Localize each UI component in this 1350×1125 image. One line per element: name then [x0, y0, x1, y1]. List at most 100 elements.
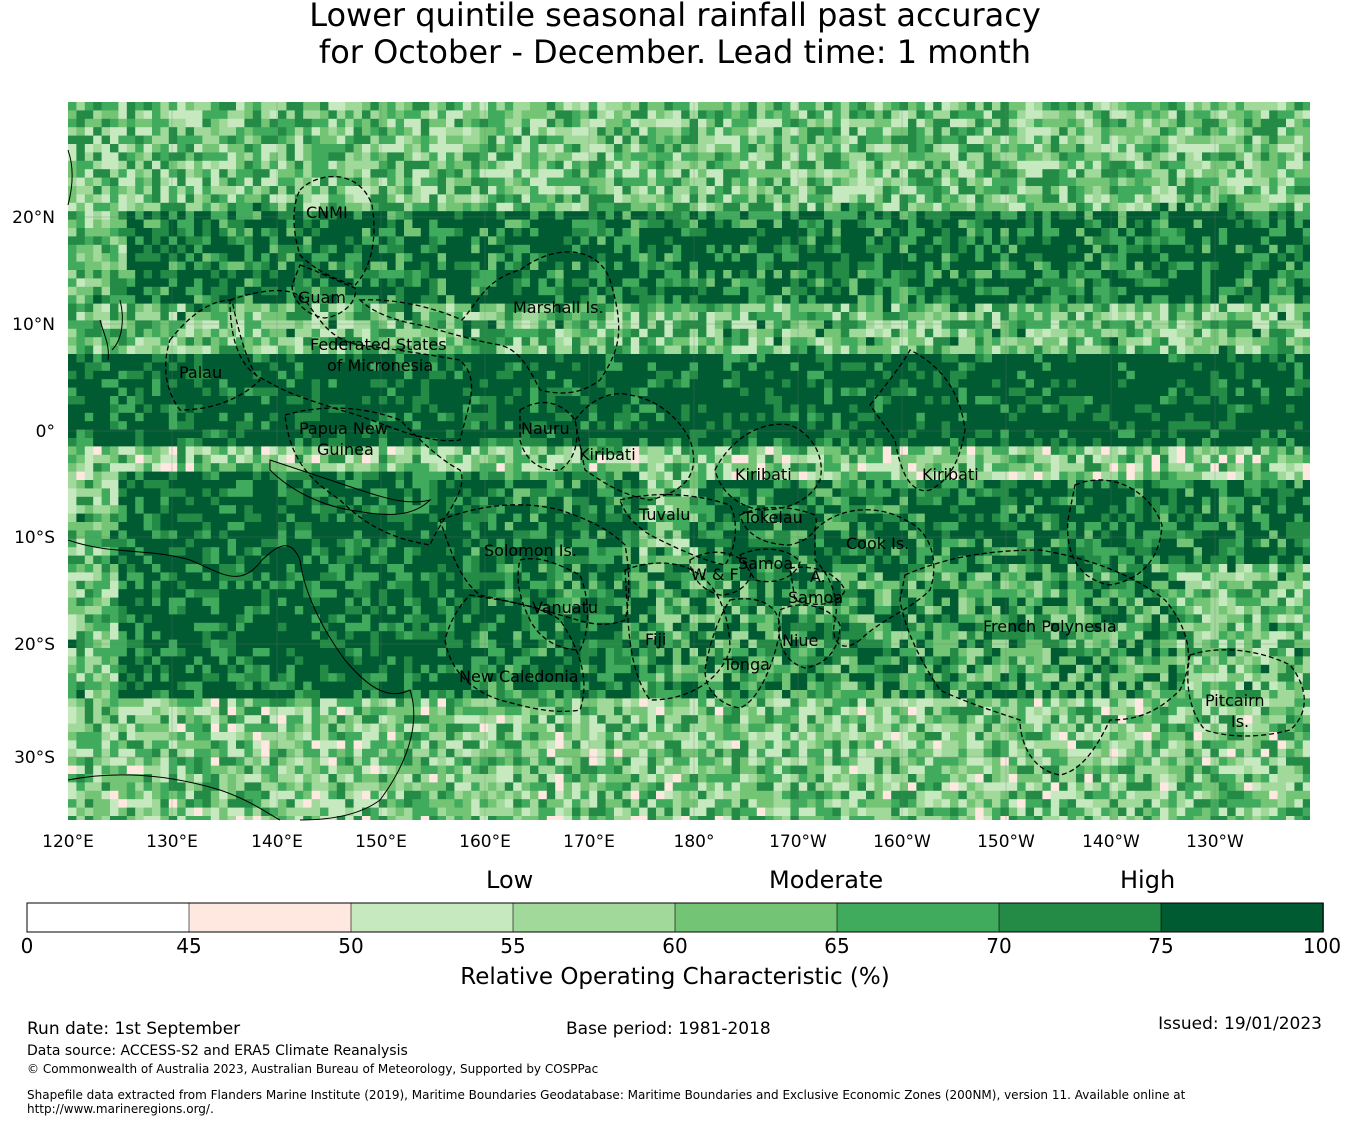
map-cell [882, 186, 892, 195]
map-cell [899, 303, 909, 313]
map-cell [563, 312, 573, 321]
map-cell [849, 286, 858, 296]
map-cell [832, 186, 842, 195]
map-cell [320, 194, 329, 204]
map-cell [294, 362, 304, 372]
map-cell [765, 278, 774, 288]
map-cell [1092, 295, 1102, 304]
map-cell [1143, 253, 1152, 262]
map-cell [874, 312, 884, 321]
map-cell [672, 379, 682, 388]
map-cell [1260, 303, 1270, 313]
map-cell [824, 202, 833, 212]
map-cell [370, 202, 380, 212]
map-cell [706, 228, 716, 237]
map-cell [387, 312, 396, 321]
map-cell [639, 110, 648, 120]
map-cell [622, 303, 632, 313]
map-cell [1202, 160, 1211, 170]
map-cell [1084, 160, 1094, 170]
map-cell [370, 370, 380, 380]
map-cell [143, 236, 153, 246]
map-cell [958, 337, 968, 346]
map-cell [244, 303, 254, 313]
map-cell [1126, 219, 1136, 229]
map-cell [1235, 320, 1245, 330]
map-cell [286, 169, 296, 178]
map-cell [924, 379, 934, 388]
map-cell [605, 236, 615, 246]
map-cell [983, 337, 993, 346]
map-cell [530, 244, 539, 254]
map-cell [227, 303, 237, 313]
map-cell [1042, 261, 1052, 271]
map-cell [471, 370, 480, 380]
map-cell [160, 152, 170, 162]
map-cell [429, 379, 438, 388]
map-cell [572, 354, 581, 363]
map-cell [68, 236, 77, 246]
map-cell [1168, 160, 1178, 170]
map-cell [941, 253, 951, 262]
map-cell [966, 202, 976, 212]
map-cell [983, 186, 993, 195]
map-cell [135, 110, 144, 120]
map-cell [168, 160, 178, 170]
map-cell [765, 345, 774, 355]
map-cell [580, 320, 590, 330]
map-cell [740, 160, 749, 170]
map-cell [202, 345, 212, 355]
map-cell [1076, 228, 1085, 237]
map-cell [798, 244, 808, 254]
map-cell [118, 102, 128, 111]
map-cell [76, 186, 86, 195]
map-cell [832, 270, 842, 279]
map-cell [899, 370, 909, 380]
map-cell [950, 169, 959, 178]
map-cell [1109, 253, 1119, 262]
map-cell [1134, 270, 1144, 279]
map-cell [1168, 328, 1178, 338]
map-cell [580, 312, 590, 321]
map-cell [605, 286, 615, 296]
map-cell [320, 337, 329, 346]
map-cell [824, 110, 833, 120]
map-cell [1176, 169, 1186, 178]
map-cell [958, 244, 968, 254]
map-cell [983, 144, 993, 153]
map-cell [614, 152, 623, 162]
map-cell [1193, 320, 1203, 330]
map-cell [294, 312, 304, 321]
map-cell [773, 370, 783, 380]
map-cell [143, 144, 153, 153]
map-cell [185, 370, 195, 380]
map-cell [437, 320, 447, 330]
map-cell [286, 152, 296, 162]
map-cell [202, 312, 212, 321]
map-cell [1084, 345, 1094, 355]
map-cell [882, 228, 892, 237]
map-cell [899, 152, 909, 162]
map-cell [866, 169, 875, 178]
map-cell [1109, 228, 1119, 237]
map-cell [672, 102, 682, 111]
map-cell [588, 286, 598, 296]
map-cell [210, 211, 220, 220]
map-cell [202, 194, 212, 204]
map-cell [1151, 345, 1161, 355]
map-cell [866, 144, 875, 153]
map-cell [1067, 337, 1077, 346]
map-cell [479, 211, 489, 220]
map-cell [521, 312, 531, 321]
map-cell [815, 354, 825, 363]
map-cell [706, 253, 716, 262]
map-cell [210, 118, 220, 128]
map-cell [958, 118, 968, 128]
map-cell [429, 127, 438, 136]
map-cell [1286, 236, 1295, 246]
map-cell [513, 144, 522, 153]
map-cell [832, 370, 842, 380]
map-cell [546, 118, 556, 128]
map-cell [462, 135, 472, 145]
map-cell [555, 144, 564, 153]
